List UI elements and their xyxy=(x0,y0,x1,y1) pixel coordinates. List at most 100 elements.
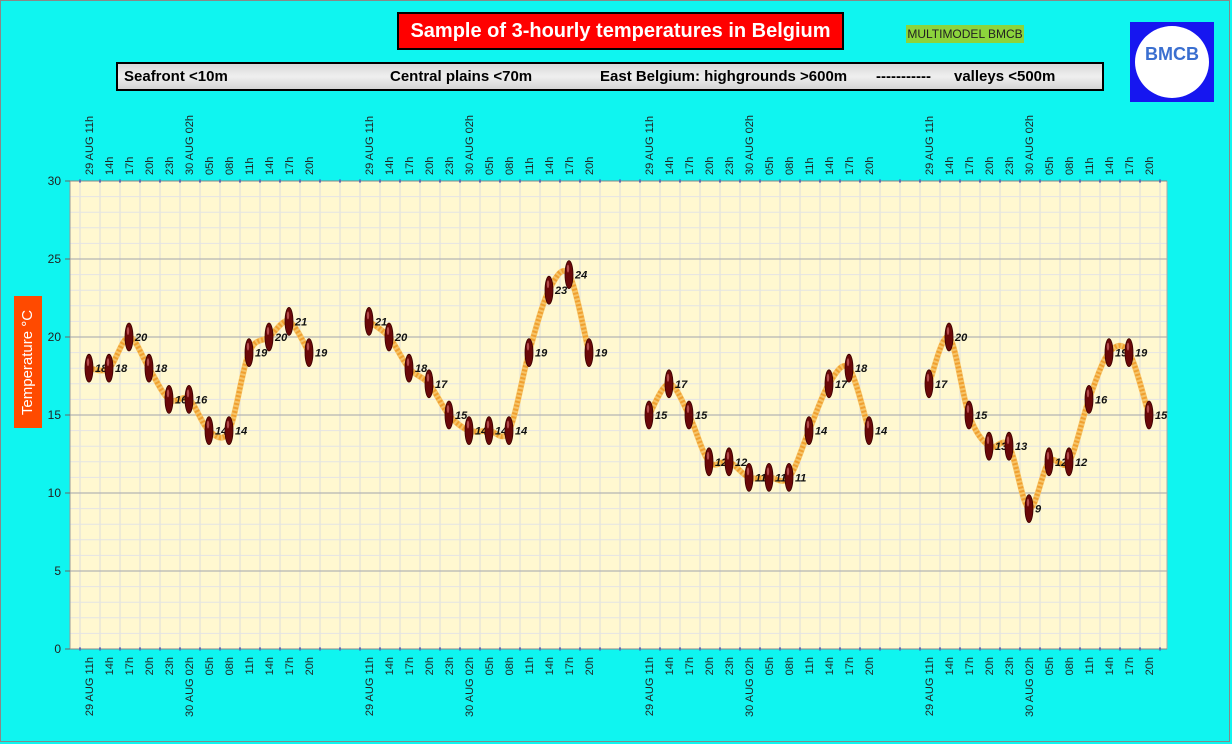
data-point-highlight xyxy=(1146,405,1150,413)
bmcb-logo: BMCB xyxy=(1130,22,1214,102)
data-point-east xyxy=(704,447,714,477)
x-tick-label-bottom: 11h xyxy=(244,657,256,675)
data-label-seafront: 14 xyxy=(235,426,247,438)
data-point-highlight xyxy=(706,451,710,460)
x-tick-label-bottom: 05h xyxy=(204,657,216,675)
x-tick-label-bottom: 17h xyxy=(964,657,976,675)
x-tick-label-bottom: 08h xyxy=(1064,657,1076,675)
data-point-highlight xyxy=(526,342,530,351)
x-tick-label-top: 29 AUG 11h xyxy=(924,116,936,175)
data-point-highlight xyxy=(466,420,470,429)
data-label-seafront: 21 xyxy=(294,316,307,328)
data-point-central xyxy=(444,400,454,430)
data-point-highlight xyxy=(86,358,90,367)
x-tick-label-top: 17h xyxy=(564,157,576,175)
region-legend-bar: Seafront <10m Central plains <70m East B… xyxy=(116,62,1104,91)
data-point-highlight xyxy=(586,342,590,351)
x-tick-label-top: 17h xyxy=(684,157,696,175)
x-tick-label-bottom: 30 AUG 02h xyxy=(464,657,476,717)
x-tick-label-bottom: 14h xyxy=(104,657,116,675)
x-tick-label-top: 29 AUG 11h xyxy=(364,116,376,175)
region-separator: ----------- xyxy=(876,68,931,85)
data-point-valleys xyxy=(924,369,934,399)
x-tick-label-top: 23h xyxy=(724,157,736,175)
x-tick-label-top: 08h xyxy=(784,157,796,175)
data-label-central: 14 xyxy=(515,426,527,438)
x-tick-label-top: 23h xyxy=(444,157,456,175)
x-tick-label-top: 05h xyxy=(484,157,496,175)
data-point-east xyxy=(744,462,754,492)
x-tick-label-top: 17h xyxy=(844,157,856,175)
chart-title: Sample of 3-hourly temperatures in Belgi… xyxy=(397,12,844,50)
x-tick-label-top: 14h xyxy=(664,157,676,175)
data-point-highlight xyxy=(126,327,130,335)
data-point-highlight xyxy=(366,311,370,320)
data-point-highlight xyxy=(106,358,110,367)
data-point-highlight xyxy=(1126,342,1130,351)
data-label-east: 11 xyxy=(755,472,766,484)
data-label-valleys: 13 xyxy=(1015,441,1027,453)
data-point-highlight xyxy=(166,389,170,398)
data-point-highlight xyxy=(866,420,870,429)
data-point-highlight xyxy=(986,436,990,445)
data-point-highlight xyxy=(386,327,390,335)
data-label-valleys: 15 xyxy=(975,410,988,422)
data-point-east xyxy=(804,416,814,446)
data-label-seafront: 14 xyxy=(215,426,227,438)
x-tick-label-bottom: 30 AUG 02h xyxy=(1024,657,1036,717)
data-point-central xyxy=(364,306,374,336)
data-label-valleys: 15 xyxy=(1155,410,1168,422)
data-label-east: 11 xyxy=(775,472,786,484)
x-tick-label-top: 14h xyxy=(544,157,556,175)
data-label-central: 21 xyxy=(374,316,387,328)
x-tick-label-top: 17h xyxy=(284,157,296,175)
x-tick-label-bottom: 20h xyxy=(584,657,596,675)
data-point-seafront xyxy=(144,353,154,383)
data-label-central: 24 xyxy=(574,270,587,282)
x-tick-label-top: 08h xyxy=(1064,157,1076,175)
data-point-highlight xyxy=(1026,498,1030,507)
data-point-highlight xyxy=(186,389,190,398)
data-label-seafront: 19 xyxy=(315,348,328,360)
x-tick-label-top: 14h xyxy=(944,157,956,175)
data-point-highlight xyxy=(426,373,430,382)
x-tick-label-top: 23h xyxy=(1004,157,1016,175)
data-point-seafront xyxy=(124,322,134,352)
y-tick-label: 10 xyxy=(48,486,62,500)
x-tick-label-bottom: 20h xyxy=(984,657,996,675)
y-tick-label: 25 xyxy=(48,252,62,266)
data-label-central: 18 xyxy=(415,363,428,375)
x-tick-label-top: 29 AUG 11h xyxy=(644,116,656,175)
x-tick-label-top: 14h xyxy=(384,157,396,175)
x-tick-label-top: 14h xyxy=(1104,157,1116,175)
y-tick-label: 15 xyxy=(48,408,62,422)
x-tick-label-bottom: 14h xyxy=(944,657,956,675)
x-tick-label-bottom: 05h xyxy=(1044,657,1056,675)
x-tick-label-top: 30 AUG 02h xyxy=(1024,115,1036,175)
y-tick-label: 0 xyxy=(54,642,61,656)
x-tick-label-bottom: 17h xyxy=(564,657,576,675)
data-point-central xyxy=(384,322,394,352)
x-tick-label-bottom: 20h xyxy=(304,657,316,675)
data-point-highlight xyxy=(766,467,770,476)
x-tick-label-bottom: 14h xyxy=(384,657,396,675)
x-tick-label-top: 20h xyxy=(424,157,436,175)
data-point-valleys xyxy=(1144,400,1154,430)
data-point-highlight xyxy=(666,373,670,382)
data-point-highlight xyxy=(1046,451,1050,460)
data-point-east xyxy=(664,369,674,399)
x-tick-label-bottom: 08h xyxy=(504,657,516,675)
data-point-highlight xyxy=(226,420,230,429)
data-label-seafront: 18 xyxy=(155,363,168,375)
logo-text: BMCB xyxy=(1145,44,1199,64)
data-point-seafront xyxy=(84,353,94,383)
data-point-highlight xyxy=(1086,389,1090,398)
x-tick-label-bottom: 05h xyxy=(484,657,496,675)
data-label-east: 14 xyxy=(875,426,887,438)
y-axis-label: Temperature °C xyxy=(14,296,42,428)
data-point-central xyxy=(584,338,594,368)
data-label-valleys: 19 xyxy=(1135,348,1148,360)
data-point-highlight xyxy=(966,405,970,413)
x-tick-label-top: 08h xyxy=(224,157,236,175)
x-tick-label-bottom: 11h xyxy=(804,657,816,675)
